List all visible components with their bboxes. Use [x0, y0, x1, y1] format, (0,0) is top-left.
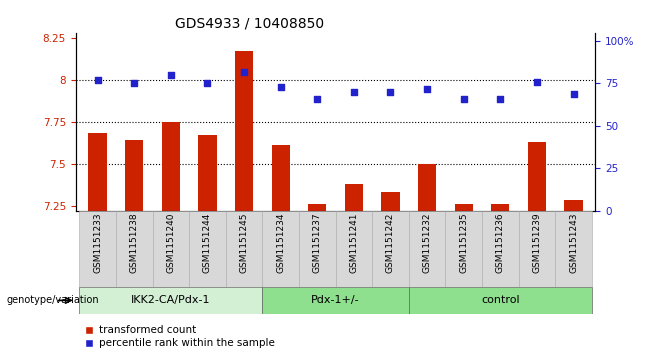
Bar	[455, 204, 473, 211]
Bar	[272, 145, 290, 211]
Bar	[299, 211, 336, 287]
Point	[276, 84, 286, 90]
Point	[349, 89, 359, 95]
Bar	[162, 122, 180, 211]
Bar	[519, 211, 555, 287]
Legend: transformed count, percentile rank within the sample: transformed count, percentile rank withi…	[81, 321, 278, 352]
Point	[166, 72, 176, 78]
Bar	[308, 204, 326, 211]
Bar	[565, 200, 583, 211]
Text: GSM1151233: GSM1151233	[93, 213, 102, 273]
Text: control: control	[481, 295, 520, 305]
Bar	[198, 135, 216, 211]
Bar	[80, 211, 116, 287]
Text: GSM1151235: GSM1151235	[459, 213, 468, 273]
Point	[422, 86, 432, 91]
Bar	[345, 184, 363, 211]
Bar	[226, 211, 263, 287]
Bar	[189, 211, 226, 287]
Text: GSM1151245: GSM1151245	[240, 213, 249, 273]
Text: GSM1151241: GSM1151241	[349, 213, 359, 273]
Bar	[336, 211, 372, 287]
Point	[459, 96, 469, 102]
Point	[92, 77, 103, 83]
Bar	[88, 133, 107, 211]
Text: GSM1151236: GSM1151236	[496, 213, 505, 273]
Bar	[491, 204, 509, 211]
Point	[385, 89, 395, 95]
Point	[569, 91, 579, 97]
Text: GDS4933 / 10408850: GDS4933 / 10408850	[176, 16, 324, 30]
Bar	[153, 211, 189, 287]
Text: GSM1151242: GSM1151242	[386, 213, 395, 273]
Text: GSM1151244: GSM1151244	[203, 213, 212, 273]
Bar	[125, 140, 143, 211]
Bar	[263, 211, 299, 287]
Bar	[80, 287, 263, 314]
Bar	[555, 211, 592, 287]
Point	[532, 79, 542, 85]
Text: IKK2-CA/Pdx-1: IKK2-CA/Pdx-1	[131, 295, 211, 305]
Point	[495, 96, 505, 102]
Bar	[382, 192, 399, 211]
Bar	[409, 287, 592, 314]
Text: GSM1151238: GSM1151238	[130, 213, 139, 273]
Bar	[409, 211, 445, 287]
Bar	[482, 211, 519, 287]
Text: genotype/variation: genotype/variation	[7, 295, 99, 305]
Text: GSM1151234: GSM1151234	[276, 213, 285, 273]
Point	[312, 96, 322, 102]
Text: GSM1151232: GSM1151232	[422, 213, 432, 273]
Bar	[372, 211, 409, 287]
Point	[202, 81, 213, 86]
Text: GSM1151243: GSM1151243	[569, 213, 578, 273]
Point	[239, 69, 249, 74]
Text: GSM1151239: GSM1151239	[532, 213, 542, 273]
Point	[129, 81, 139, 86]
Text: GSM1151237: GSM1151237	[313, 213, 322, 273]
Text: GSM1151240: GSM1151240	[166, 213, 175, 273]
Bar	[116, 211, 153, 287]
Bar	[235, 51, 253, 211]
Bar	[263, 287, 409, 314]
Bar	[445, 211, 482, 287]
Text: Pdx-1+/-: Pdx-1+/-	[311, 295, 360, 305]
Bar	[528, 142, 546, 211]
Bar	[418, 164, 436, 211]
